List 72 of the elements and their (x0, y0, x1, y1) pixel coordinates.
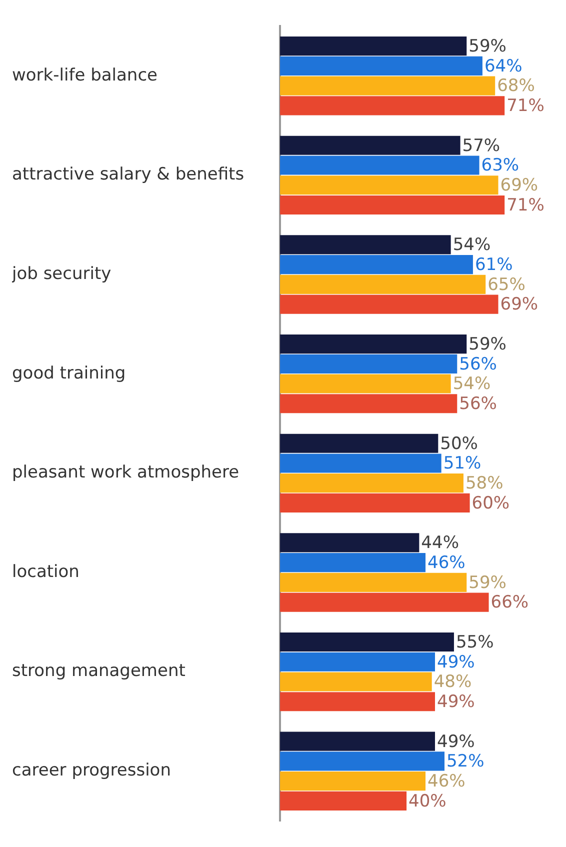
bar (280, 632, 454, 652)
data-label: 59% (468, 334, 506, 354)
bar (280, 195, 505, 215)
data-label: 54% (452, 235, 491, 256)
bar (280, 791, 407, 810)
data-label: 64% (484, 56, 522, 76)
y-tick-label: job security (11, 264, 112, 284)
y-tick-label: career progression (12, 760, 171, 781)
bar (280, 354, 458, 374)
y-tick-label: location (12, 562, 80, 582)
y-tick-label: pleasant work atmosphere (12, 462, 240, 483)
bar (280, 533, 420, 552)
data-label: 49% (437, 732, 475, 752)
data-label: 69% (500, 176, 538, 196)
data-label: 61% (474, 255, 513, 275)
y-tick-label: good training (12, 363, 126, 384)
data-label: 65% (488, 274, 526, 295)
data-label: 63% (481, 156, 520, 176)
bar (280, 474, 464, 493)
data-label: 44% (421, 533, 459, 554)
data-label: 71% (506, 96, 544, 116)
bar (280, 752, 444, 771)
bar (280, 96, 505, 116)
bar (280, 36, 467, 56)
bar (280, 294, 498, 314)
data-label: 59% (468, 572, 506, 593)
bar (280, 652, 435, 672)
bar (280, 592, 489, 612)
bar (280, 76, 496, 96)
bar (280, 493, 470, 512)
bar (280, 732, 435, 751)
bar (280, 772, 426, 791)
bar (280, 572, 467, 592)
bar (280, 235, 451, 254)
data-label: 54% (452, 374, 491, 394)
bar (280, 176, 498, 195)
data-label: 59% (468, 36, 506, 56)
data-label: 69% (500, 294, 538, 315)
data-label: 50% (440, 434, 478, 454)
y-tick-label: attractive salary & benefits (12, 164, 244, 185)
data-label: 48% (434, 672, 472, 692)
data-label: 49% (437, 652, 475, 672)
data-label: 56% (459, 394, 497, 414)
data-label: 68% (497, 76, 535, 96)
y-tick-label: strong management (12, 661, 186, 682)
bar (280, 692, 435, 712)
data-label: 66% (490, 592, 529, 613)
bar (280, 394, 458, 414)
data-label: 57% (462, 136, 500, 156)
bar (280, 56, 482, 76)
bar (280, 156, 480, 175)
bar (280, 334, 467, 354)
data-label: 55% (456, 632, 494, 652)
data-label: 51% (443, 454, 482, 474)
bar (280, 672, 432, 692)
data-label: 49% (437, 692, 475, 712)
bar (280, 136, 460, 155)
data-label: 46% (428, 552, 466, 573)
data-label: 58% (465, 474, 504, 494)
bar (280, 255, 473, 274)
y-tick-label: work-life balance (12, 65, 158, 86)
data-label: 46% (428, 771, 466, 792)
data-label: 60% (472, 493, 510, 514)
bar (280, 434, 438, 453)
bar (280, 454, 442, 473)
bar (280, 274, 486, 294)
data-label: 71% (506, 195, 544, 216)
data-label: 40% (408, 791, 446, 812)
bar (280, 374, 451, 394)
data-label: 56% (459, 354, 497, 374)
bar (280, 553, 426, 572)
data-label: 52% (446, 752, 484, 772)
